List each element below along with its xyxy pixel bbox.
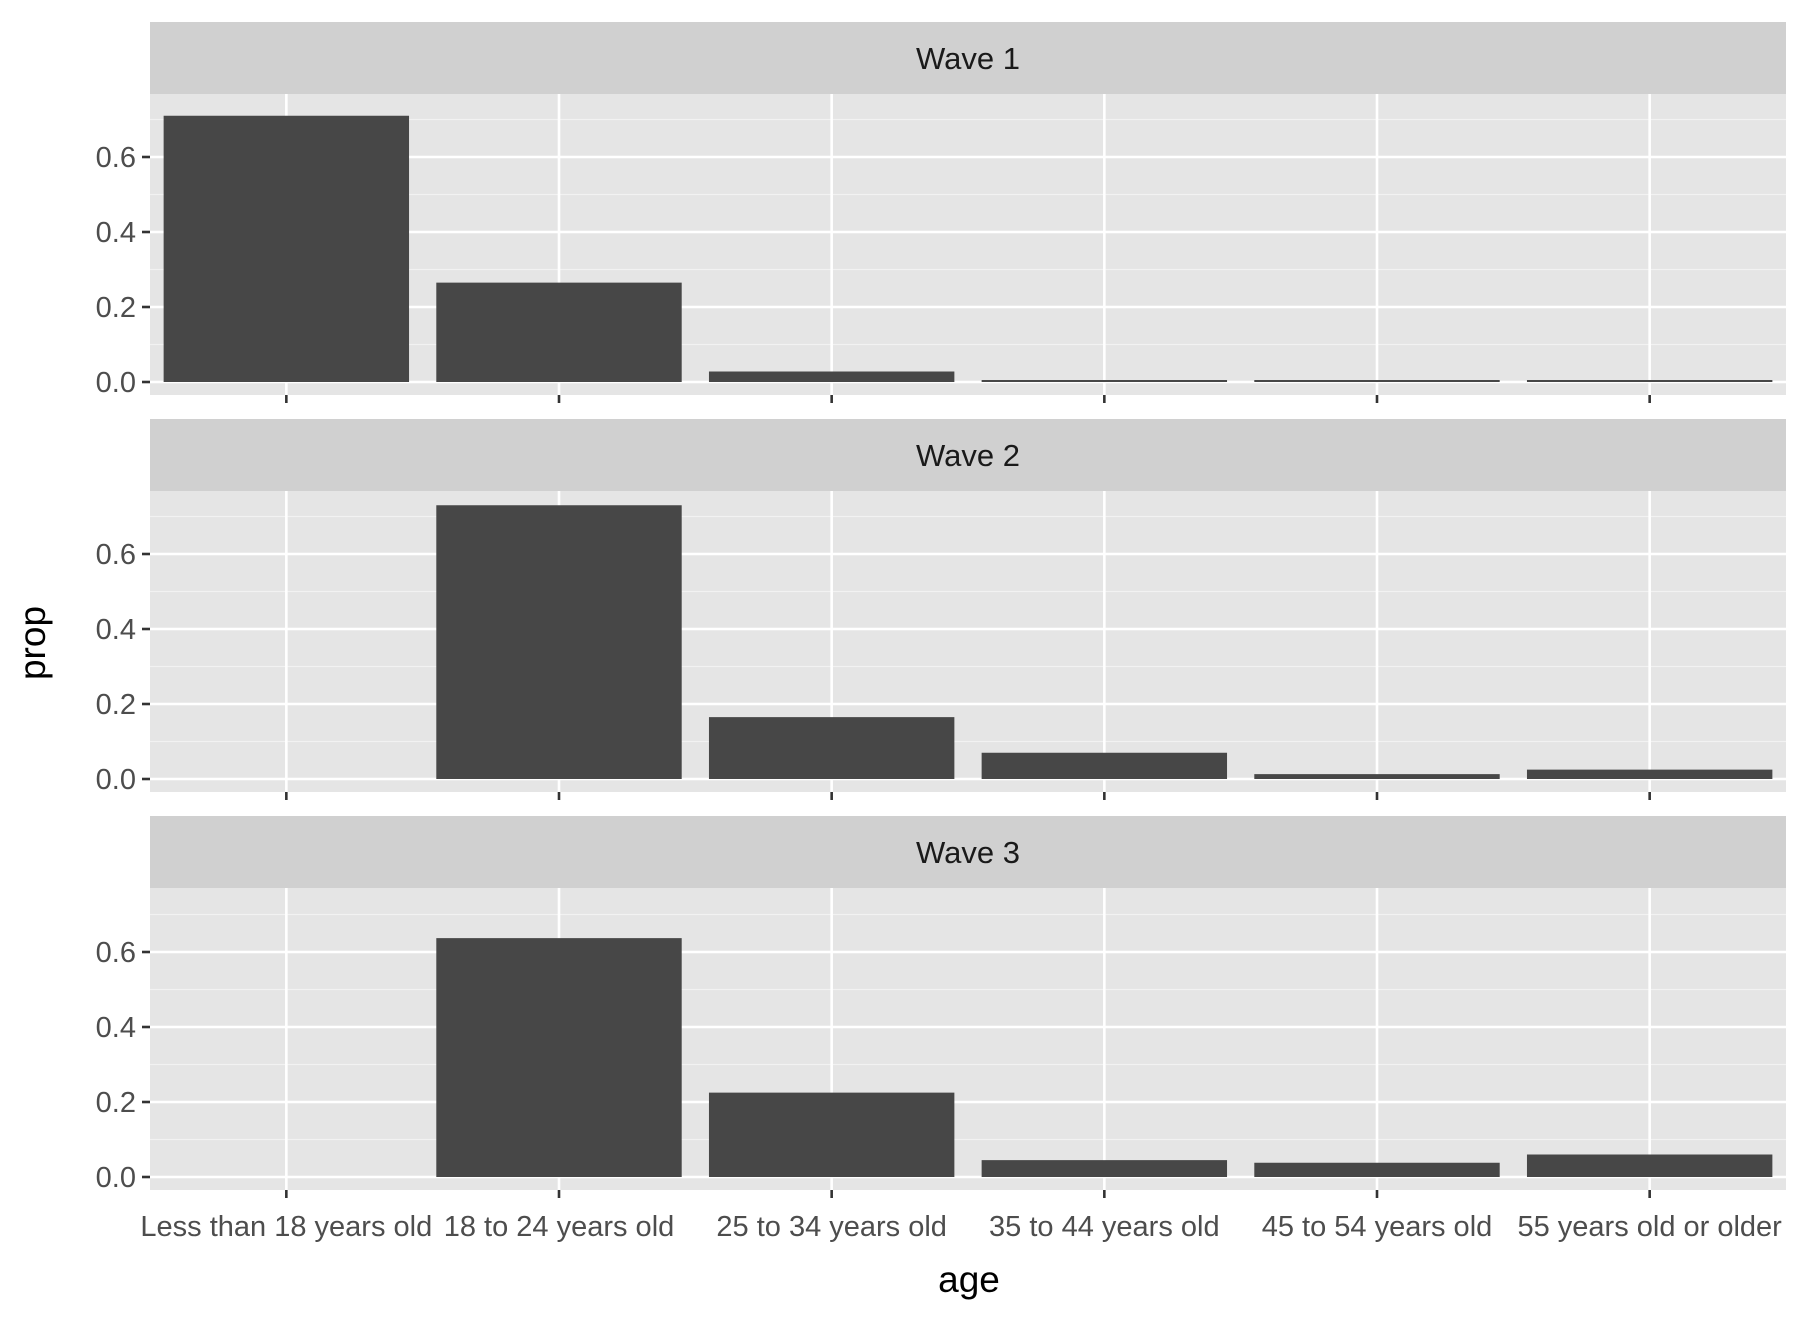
bar — [981, 752, 1228, 779]
facet-panel: Wave 2 0.0 0.2 0.4 0.6 — [96, 419, 1786, 800]
y-tick-label: 0.2 — [96, 689, 136, 721]
y-tick-label: 0.2 — [96, 292, 136, 324]
x-tick-label: 45 to 54 years old — [1262, 1211, 1493, 1243]
facet-strip — [150, 816, 1786, 888]
bar — [1254, 1162, 1500, 1177]
facet-panel: Wave 3 0.0 0.2 0.4 0.6 — [96, 816, 1786, 1198]
facet-strip-label: Wave 1 — [916, 41, 1020, 76]
y-tick-label: 0.6 — [96, 539, 136, 571]
x-tick-label: 25 to 34 years old — [716, 1211, 947, 1243]
bar — [1526, 1154, 1773, 1177]
bar — [1526, 380, 1773, 382]
bar — [981, 1160, 1228, 1177]
bar — [708, 371, 955, 382]
x-tick-label: 55 years old or older — [1517, 1211, 1782, 1243]
y-tick-label: 0.0 — [96, 764, 136, 796]
x-tick-label: 35 to 44 years old — [989, 1211, 1220, 1243]
bar — [163, 115, 410, 382]
y-tick-label: 0.6 — [96, 142, 136, 174]
bar — [981, 380, 1228, 382]
x-axis-title: age — [938, 1259, 1000, 1300]
x-axis: Less than 18 years old 18 to 24 years old… — [140, 1211, 1782, 1243]
y-axis-title: prop — [12, 606, 53, 680]
facet-strip — [150, 419, 1786, 491]
bar — [436, 938, 682, 1177]
bar — [1254, 380, 1500, 382]
x-tick-label: Less than 18 years old — [140, 1211, 432, 1243]
facet-strip-label: Wave 2 — [916, 438, 1020, 473]
bar — [1254, 774, 1500, 779]
bar — [708, 1092, 955, 1177]
y-tick-label: 0.2 — [96, 1087, 136, 1119]
panel-background — [150, 491, 1786, 792]
y-tick-label: 0.0 — [96, 1162, 136, 1194]
panel-background — [150, 888, 1786, 1190]
facet-strip-label: Wave 3 — [916, 835, 1020, 870]
facet-strip — [150, 22, 1786, 94]
bar — [708, 717, 955, 779]
y-tick-label: 0.4 — [96, 614, 136, 646]
y-tick-label: 0.4 — [96, 217, 136, 249]
y-tick-label: 0.6 — [96, 937, 136, 969]
x-tick-label: 18 to 24 years old — [444, 1211, 675, 1243]
bar — [436, 505, 682, 779]
y-tick-label: 0.0 — [96, 367, 136, 399]
y-tick-label: 0.4 — [96, 1012, 136, 1044]
facet-panel: Wave 1 0.0 0.2 0.4 0.6 — [96, 22, 1786, 403]
bar — [1526, 769, 1773, 779]
bar — [436, 282, 682, 382]
